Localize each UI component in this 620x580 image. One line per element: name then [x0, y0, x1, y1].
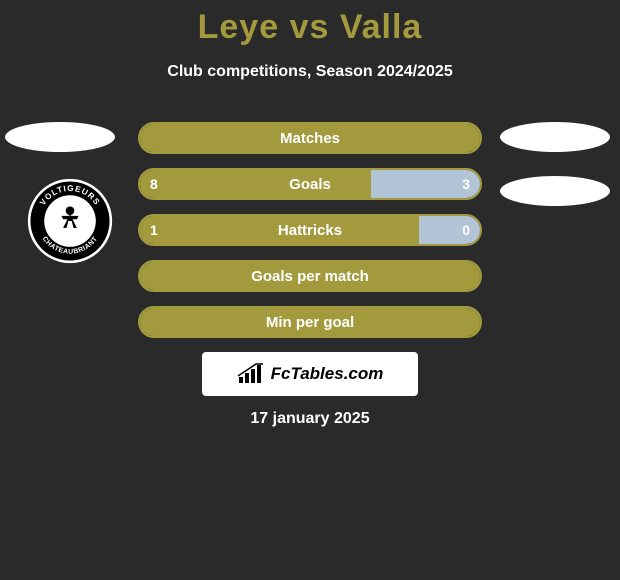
- date-text: 17 january 2025: [0, 410, 620, 428]
- stat-label: Min per goal: [140, 308, 480, 336]
- stat-label: Goals: [140, 170, 480, 198]
- brand-chart-icon: [237, 363, 265, 385]
- club-badge: VOLTIGEURS CHATEAUBRIANT: [27, 178, 113, 264]
- stat-label: Matches: [140, 124, 480, 152]
- stat-row: Min per goal: [138, 306, 482, 338]
- brand-attribution: FcTables.com: [202, 352, 418, 396]
- player-photo-right-placeholder-1: [500, 122, 610, 152]
- stat-row: Goals per match: [138, 260, 482, 292]
- page-title: Leye vs Valla: [0, 0, 620, 47]
- stat-row: Goals8 3: [138, 168, 482, 200]
- stat-label: Goals per match: [140, 262, 480, 290]
- player-photo-left-placeholder: [5, 122, 115, 152]
- comparison-rows: Matches Goals8 3 Hattricks1 0 Goals per match…: [138, 122, 482, 352]
- stat-value-right: 0: [462, 216, 470, 244]
- brand-text: FcTables.com: [271, 364, 384, 384]
- stat-row: Hattricks1 0: [138, 214, 482, 246]
- player-photo-right-placeholder-2: [500, 176, 610, 206]
- stat-value-left: 8: [150, 170, 158, 198]
- stat-label: Hattricks: [140, 216, 480, 244]
- subtitle: Club competitions, Season 2024/2025: [0, 63, 620, 81]
- stat-value-right: 3: [462, 170, 470, 198]
- stat-value-left: 1: [150, 216, 158, 244]
- stat-row: Matches: [138, 122, 482, 154]
